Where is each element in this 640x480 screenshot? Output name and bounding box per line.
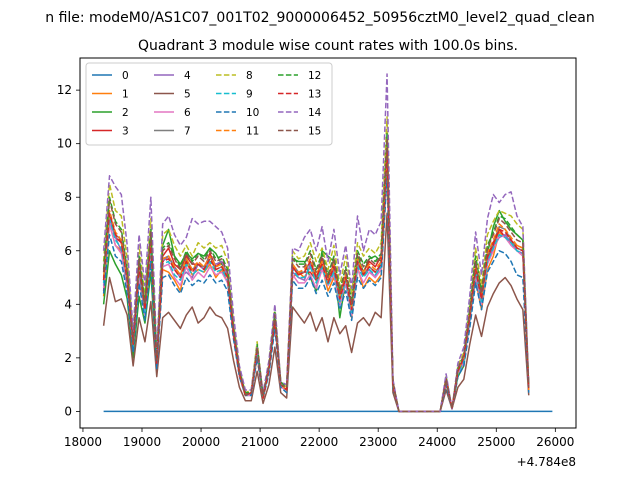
x-axis: 18000 19000 20000 21000 22000 23000 24000 25000… [64,428,574,449]
x-axis-offset-label: +4.784e8 [517,455,576,469]
legend-label: 11 [246,126,259,138]
figure-suptitle: n file: modeM0/AS1C07_001T02_9000006452_… [45,10,594,26]
legend-label: 2 [122,107,129,119]
y-tick-label: 6 [64,244,72,258]
series-line-10 [102,175,530,413]
x-tick-label: 19000 [123,435,161,449]
legend-label: 3 [122,126,129,138]
legend-label: 9 [246,89,253,101]
series-line-5 [102,212,530,413]
x-tick-label: 26000 [536,435,574,449]
legend-label: 10 [246,107,259,119]
legend-label: 7 [184,126,191,138]
y-axis: 0 2 4 6 8 10 12 [57,83,80,418]
x-tick-label: 21000 [241,435,279,449]
axes-frame [79,57,577,429]
series-line-12 [102,132,530,413]
chart-title: Quadrant 3 module wise count rates with … [138,38,518,54]
x-tick-label: 24000 [418,435,456,449]
series-line-8 [102,116,530,413]
y-tick-label: 10 [57,137,72,151]
series-line-15 [102,137,530,413]
x-tick-label: 25000 [477,435,515,449]
legend-label: 12 [308,70,321,82]
legend-label: 1 [122,89,129,101]
legend-label: 8 [246,70,253,82]
y-tick-label: 4 [64,297,72,311]
x-tick-label: 22000 [300,435,338,449]
y-tick-label: 12 [57,83,72,97]
x-tick-label: 18000 [64,435,102,449]
plot-area [102,73,553,413]
x-tick-label: 20000 [182,435,220,449]
y-tick-label: 8 [64,190,72,204]
legend-label: 14 [308,107,322,119]
y-tick-label: 2 [64,351,72,365]
legend-label: 13 [308,89,321,101]
legend-label: 15 [308,126,321,138]
legend-label: 4 [184,70,191,82]
series-line-14 [102,73,530,413]
legend-label: 0 [122,70,129,82]
legend-box [85,62,333,146]
legend-label: 6 [184,107,191,119]
y-tick-label: 0 [64,404,72,418]
legend-label: 5 [184,89,191,101]
x-tick-label: 23000 [359,435,397,449]
